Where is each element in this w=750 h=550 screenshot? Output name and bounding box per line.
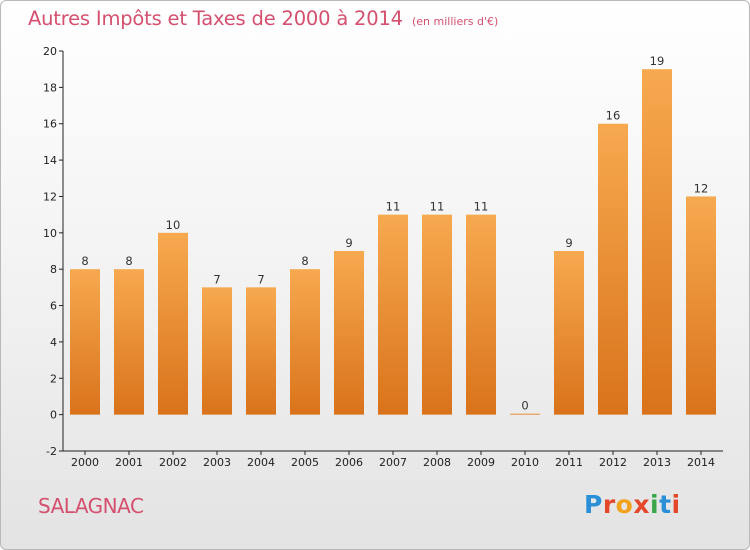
x-tick-label: 2002: [159, 456, 187, 469]
town-name: SALAGNAC: [38, 494, 144, 518]
logo-letter: i: [671, 490, 681, 519]
logo-letter: P: [584, 490, 603, 519]
x-tick-label: 2005: [291, 456, 319, 469]
x-tick-label: 2004: [247, 456, 275, 469]
axes: -2 0 2 4 6 8 10 12 14 16 18 20 2000 2001 2002 2003 2004 2…: [43, 45, 723, 469]
y-tick-label: 8: [50, 263, 57, 276]
chart-title: Autres Impôts et Taxes de 2000 à 2014: [28, 7, 403, 30]
bar-value-label: 8: [81, 254, 88, 268]
x-tick-label: 2009: [467, 456, 495, 469]
x-tick-label: 2006: [335, 456, 363, 469]
bar-2014: [686, 196, 716, 415]
bar-2011: [554, 251, 584, 415]
x-tick-label: 2013: [643, 456, 671, 469]
bar-2013: [642, 69, 672, 415]
bar-2004: [246, 287, 276, 415]
y-tick-label: 18: [43, 81, 57, 94]
bars: [70, 69, 716, 415]
bar-value-label: 12: [694, 181, 709, 195]
bar-2012: [598, 123, 628, 415]
bar-2010: [510, 413, 540, 415]
bar-2007: [378, 214, 408, 415]
logo-letter: x: [633, 490, 650, 519]
bar-value-label: 8: [125, 254, 132, 268]
bar-value-label: 11: [430, 200, 445, 214]
x-tick-label: 2010: [511, 456, 539, 469]
logo-letter: t: [659, 490, 672, 519]
x-tick-label: 2001: [115, 456, 143, 469]
x-tick-label: 2007: [379, 456, 407, 469]
bar-2000: [70, 269, 100, 415]
bar-2008: [422, 214, 452, 415]
bar-value-label: 7: [213, 272, 220, 286]
bar-2003: [202, 287, 232, 415]
bar-value-label: 9: [345, 236, 352, 250]
chart-subtitle: (en milliers d'€): [411, 15, 499, 28]
y-tick-label: 16: [43, 118, 57, 131]
bar-2001: [114, 269, 144, 415]
bar-value-label: 19: [650, 54, 665, 68]
labels: 8 8 10 7 7 8 9 11 11 11 0 9 16 19 12: [81, 54, 708, 412]
logo-letter: o: [615, 490, 634, 519]
x-tick-label: 2003: [203, 456, 231, 469]
title-row: Autres Impôts et Taxes de 2000 à 2014 (e…: [28, 7, 498, 30]
bar-value-label: 16: [606, 109, 621, 123]
bar-value-label: 11: [474, 200, 489, 214]
y-tick-label: 4: [50, 336, 57, 349]
bar-2006: [334, 251, 364, 415]
bar-value-label: 0: [521, 399, 528, 413]
x-tick-label: 2014: [687, 456, 715, 469]
y-tick-label: 20: [43, 45, 57, 58]
y-tick-label: 12: [43, 190, 57, 203]
bar-value-label: 10: [166, 218, 181, 232]
bar-value-label: 7: [257, 272, 264, 286]
logo-letter: r: [602, 490, 616, 519]
logo-letter: i: [650, 490, 660, 519]
x-tick-label: 2000: [71, 456, 99, 469]
bar-value-label: 11: [386, 200, 401, 214]
y-tick-label: 2: [50, 372, 57, 385]
bar-2009: [466, 214, 496, 415]
proxiti-logo[interactable]: Proxiti: [584, 490, 681, 519]
y-tick-label: 6: [50, 300, 57, 313]
x-tick-label: 2012: [599, 456, 627, 469]
y-tick-label: 0: [50, 409, 57, 422]
x-tick-label: 2008: [423, 456, 451, 469]
y-tick-label: -2: [46, 445, 57, 458]
x-tick-label: 2011: [555, 456, 583, 469]
bar-2002: [158, 232, 188, 415]
bar-value-label: 9: [565, 236, 572, 250]
bar-2005: [290, 269, 320, 415]
y-tick-label: 10: [43, 227, 57, 240]
bar-value-label: 8: [301, 254, 308, 268]
y-tick-label: 14: [43, 154, 57, 167]
